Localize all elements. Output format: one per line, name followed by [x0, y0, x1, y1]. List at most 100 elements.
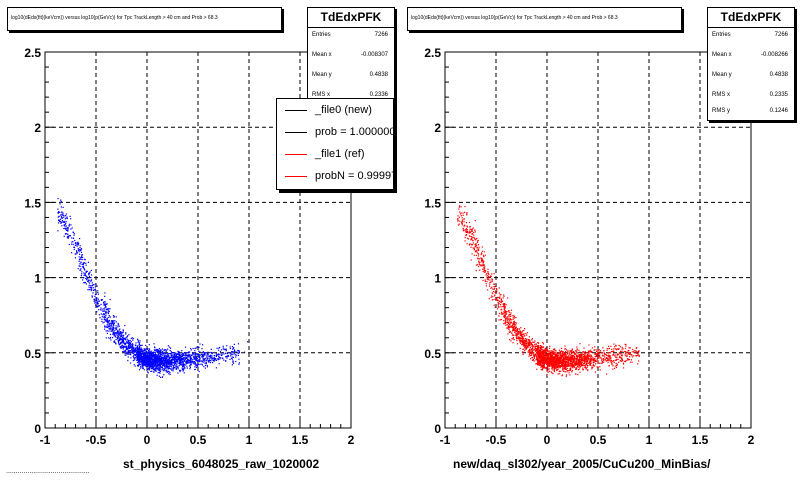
scatter-point	[585, 358, 587, 361]
scatter-point	[163, 357, 165, 359]
scatter-point	[559, 373, 561, 375]
scatter-point	[100, 307, 102, 309]
scatter-point	[504, 316, 506, 318]
scatter-point	[198, 346, 200, 348]
scatter-point	[170, 368, 172, 370]
scatter-point	[534, 343, 536, 345]
scatter-point	[171, 367, 173, 369]
scatter-point	[85, 264, 87, 266]
scatter-point	[186, 361, 188, 363]
scatter-point	[222, 345, 224, 347]
scatter-point	[89, 286, 91, 289]
scatter-point	[628, 359, 630, 361]
scatter-point	[213, 357, 215, 360]
scatter-point	[138, 356, 140, 358]
scatter-point	[235, 360, 237, 363]
scatter-point	[168, 355, 170, 357]
scatter-point	[229, 347, 231, 350]
scatter-point	[162, 358, 164, 360]
scatter-point	[462, 212, 464, 214]
scatter-point	[149, 366, 151, 368]
scatter-point	[540, 350, 542, 352]
scatter-point	[520, 338, 522, 340]
scatter-point	[166, 369, 168, 371]
scatter-point	[225, 356, 227, 358]
scatter-point	[112, 328, 114, 330]
scatter-point	[195, 366, 198, 369]
scatter-point	[515, 336, 517, 338]
scatter-point	[203, 356, 205, 358]
x-tick-label: 1.5	[292, 433, 309, 447]
scatter-point	[132, 355, 134, 358]
scatter-point	[584, 365, 586, 367]
scatter-point	[119, 331, 121, 333]
scatter-point	[66, 216, 68, 218]
scatter-point	[529, 350, 531, 352]
scatter-point	[474, 243, 476, 246]
scatter-point	[113, 335, 115, 337]
scatter-point	[115, 332, 117, 334]
scatter-point	[529, 340, 531, 342]
scatter-point	[528, 349, 531, 351]
scatter-point	[551, 352, 553, 354]
scatter-point	[538, 363, 540, 365]
scatter-point	[499, 294, 501, 296]
scatter-point	[568, 358, 570, 360]
scatter-point	[62, 221, 64, 223]
scatter-point	[141, 359, 143, 361]
scatter-point	[561, 356, 563, 358]
scatter-point	[556, 358, 559, 360]
scatter-point	[503, 309, 506, 311]
scatter-point	[533, 351, 535, 354]
scatter-point	[551, 372, 553, 374]
scatter-point	[84, 259, 86, 261]
scatter-point	[483, 271, 486, 273]
scatter-point	[174, 352, 176, 354]
scatter-point	[529, 346, 531, 348]
scatter-point	[108, 328, 110, 330]
legend-label: prob = 1.000000	[315, 126, 394, 138]
scatter-point	[481, 259, 483, 261]
scatter-point	[148, 365, 150, 367]
scatter-point	[163, 374, 165, 376]
scatter-point	[478, 246, 480, 248]
scatter-point	[60, 221, 62, 223]
scatter-point	[137, 338, 139, 340]
scatter-point	[498, 292, 500, 294]
scatter-point	[148, 369, 150, 371]
scatter-point	[201, 364, 204, 366]
scatter-point	[159, 359, 161, 361]
scatter-point	[549, 361, 551, 363]
scatter-point	[83, 258, 85, 260]
scatter-point	[508, 320, 511, 322]
scatter-point	[127, 352, 129, 354]
scatter-point	[195, 347, 197, 349]
scatter-point	[177, 358, 179, 360]
scatter-point	[66, 217, 68, 220]
scatter-point	[496, 289, 498, 291]
scatter-point	[571, 362, 573, 364]
scatter-point	[206, 355, 208, 357]
scatter-point	[155, 355, 158, 358]
scatter-point	[487, 277, 489, 279]
scatter-point	[121, 339, 123, 341]
scatter-point	[537, 363, 540, 365]
scatter-point	[153, 360, 155, 362]
scatter-point	[555, 355, 558, 357]
scatter-point	[127, 348, 129, 350]
scatter-point	[196, 353, 198, 355]
scatter-point	[93, 284, 95, 286]
scatter-point	[143, 355, 145, 357]
scatter-point	[583, 360, 585, 362]
scatter-point	[218, 355, 220, 357]
scatter-point	[164, 361, 166, 363]
scatter-point	[72, 241, 74, 243]
scatter-point	[98, 314, 100, 316]
scatter-point	[529, 341, 531, 343]
scatter-point	[494, 298, 496, 300]
scatter-point	[64, 218, 66, 220]
scatter-point	[564, 353, 566, 355]
scatter-point	[594, 346, 596, 348]
scatter-point	[75, 242, 77, 244]
scatter-point	[196, 364, 198, 366]
